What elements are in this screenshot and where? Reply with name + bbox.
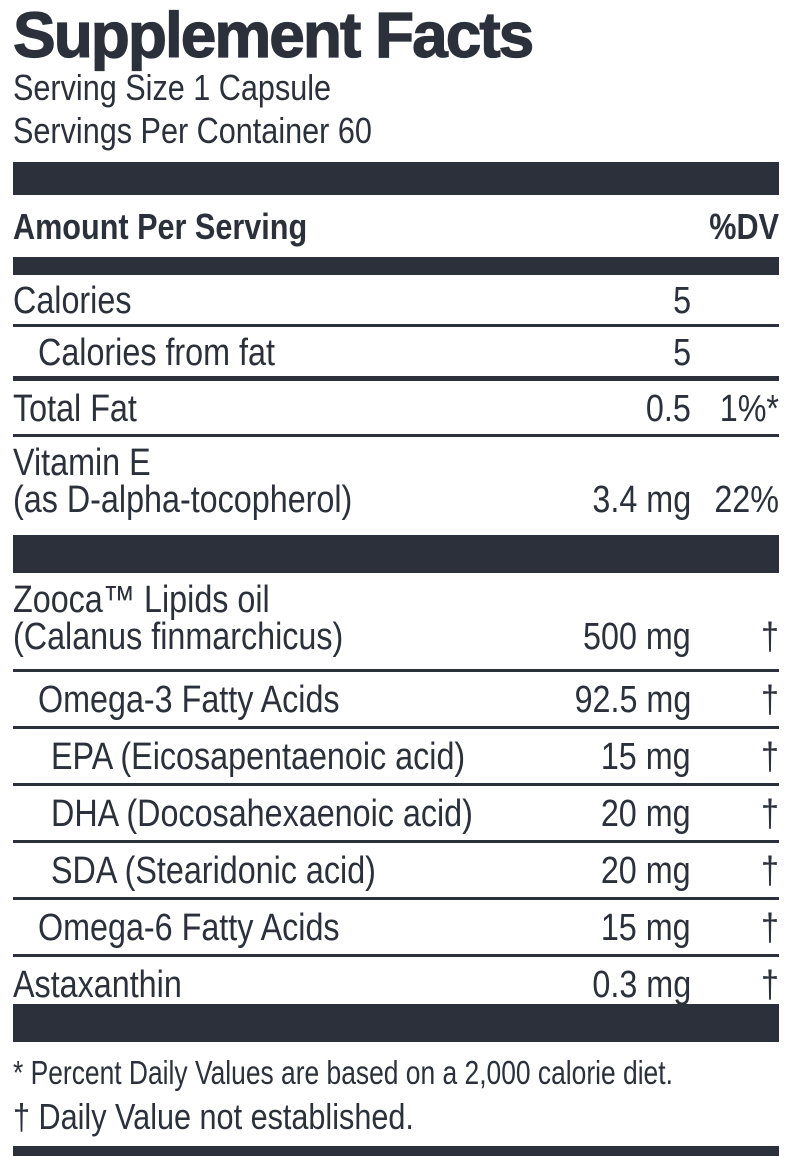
percent-dv-header: %DV [709,206,779,247]
serving-info: Serving Size 1 Capsule Servings Per Cont… [13,66,779,152]
table-row: Calories 5 [13,275,779,327]
row-amount: 0.3 mg [592,964,691,1006]
row-amount: 92.5 mg [574,679,691,721]
table-header: Amount Per Serving %DV [13,195,779,257]
page-title: Supplement Facts [12,0,534,71]
row-label-line1: Total Fat [13,388,137,430]
separator-bar-top [13,162,779,195]
row-amount: 5 [673,280,691,322]
row-label: Calories [13,280,571,322]
row-label: Zooca™ Lipids oil (Calanus finmarchicus) [13,579,482,658]
table-row: SDA (Stearidonic acid) 20 mg † [13,843,779,900]
row-dv: † [761,907,779,949]
row-label-line1: Calories [13,280,132,322]
row-dv: † [761,793,779,835]
row-label-line1: Omega-6 Fatty Acids [38,907,340,949]
row-label: Vitamin E (as D-alpha-tocopherol) [13,442,491,521]
row-label: DHA (Docosahexaenoic acid) [51,793,505,835]
table-row: DHA (Docosahexaenoic acid) 20 mg † [13,786,779,843]
row-amount: 15 mg [601,907,691,949]
row-amount: 20 mg [601,793,691,835]
separator-bar-footnotes [13,1004,779,1042]
table-row: Omega-3 Fatty Acids 92.5 mg † [13,672,779,729]
row-dv: 22% [714,479,779,521]
row-label-line1: Zooca™ Lipids oil [13,579,270,621]
table-row: Omega-6 Fatty Acids 15 mg † [13,900,779,957]
row-label-line1: Omega-3 Fatty Acids [38,679,340,721]
row-label-line1: Astaxanthin [13,964,182,1006]
table-row: EPA (Eicosapentaenoic acid) 15 mg † [13,729,779,786]
row-label-line1: EPA (Eicosapentaenoic acid) [51,736,466,778]
row-dv: 1%* [719,388,779,430]
footnote-percent-dv: * Percent Daily Values are based on a 2,… [13,1054,673,1091]
row-dv: † [761,850,779,892]
table-row: Total Fat 0.5 1%* [13,381,779,437]
row-label: SDA (Stearidonic acid) [51,850,505,892]
blend-nutrients-table: Zooca™ Lipids oil (Calanus finmarchicus) … [13,573,779,1004]
row-label: Omega-6 Fatty Acids [38,907,503,949]
servings-per-container: Servings Per Container 60 [13,110,372,151]
row-dv: † [761,736,779,778]
row-dv: † [761,679,779,721]
row-amount: 3.4 mg [592,479,691,521]
footnote-dagger: † Daily Value not established. [13,1096,414,1137]
row-label: Calories from fat [38,332,575,374]
row-label: Astaxanthin [13,964,491,1006]
separator-bar-blend [13,535,779,573]
row-label: Total Fat [13,388,544,430]
row-amount: 5 [673,332,691,374]
main-nutrients-table: Calories 5 Calories from fat 5 Total Fat… [13,275,779,535]
row-label-line1: Calories from fat [38,332,275,374]
row-amount: 20 mg [601,850,691,892]
row-dv: † [761,964,779,1006]
row-label: Omega-3 Fatty Acids [38,679,476,721]
row-amount: 0.5 [646,388,691,430]
row-label-line1: DHA (Docosahexaenoic acid) [51,793,473,835]
row-label-line1: SDA (Stearidonic acid) [51,850,376,892]
row-label-line1: Vitamin E [13,442,151,484]
row-amount: 15 mg [601,736,691,778]
row-label: EPA (Eicosapentaenoic acid) [51,736,505,778]
row-dv: † [761,616,779,658]
serving-size: Serving Size 1 Capsule [13,67,332,108]
amount-per-serving-header: Amount Per Serving [13,206,308,247]
row-label-line2: (as D-alpha-tocopherol) [13,479,353,521]
separator-bar-bottom [13,1146,779,1156]
row-label-line2: (Calanus finmarchicus) [13,616,344,658]
table-row: Vitamin E (as D-alpha-tocopherol) 3.4 mg … [13,437,779,535]
table-row: Zooca™ Lipids oil (Calanus finmarchicus) … [13,573,779,672]
row-amount: 500 mg [583,616,691,658]
separator-bar-header [13,257,779,275]
table-row: Astaxanthin 0.3 mg † [13,957,779,1004]
table-row: Calories from fat 5 [13,327,779,381]
